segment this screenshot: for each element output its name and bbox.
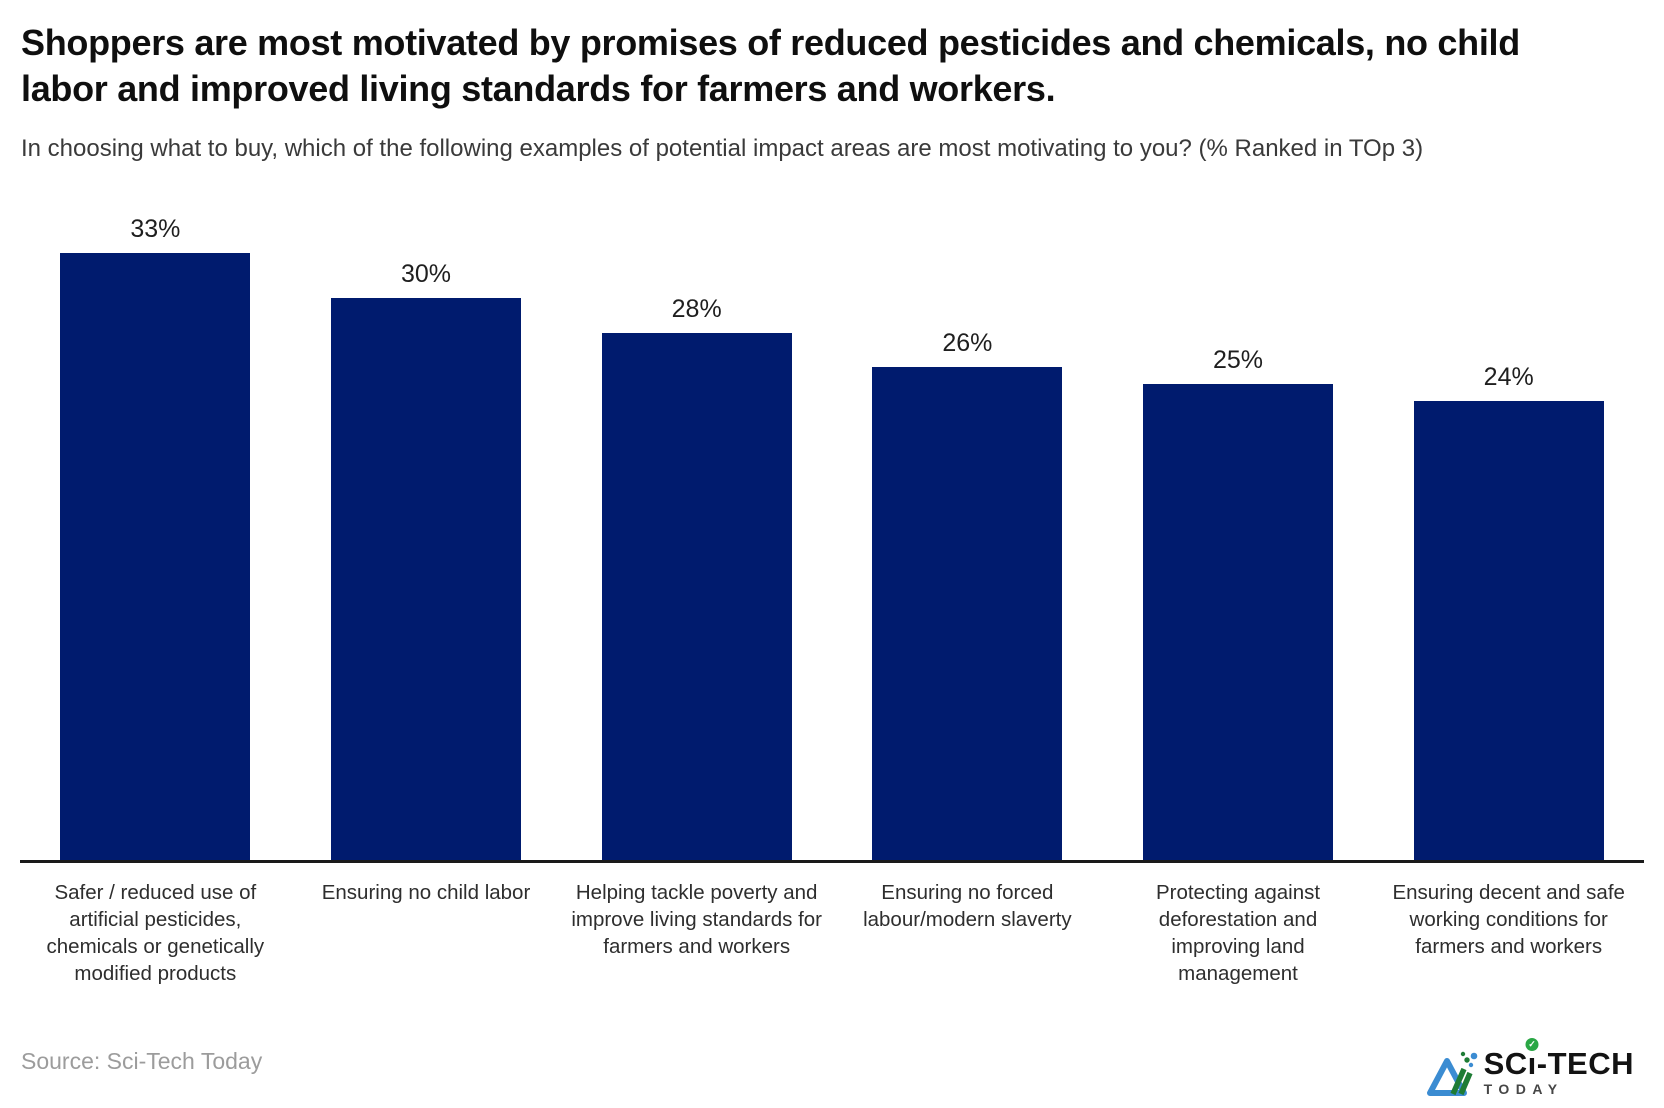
- bar-value-label: 30%: [400, 260, 452, 288]
- logo-text-today: TODAY: [1483, 1081, 1564, 1097]
- bar: [331, 298, 521, 860]
- bar-value-label: 25%: [1213, 346, 1264, 374]
- logo-text: SC ı ✓ -TECH TODAY: [1483, 1038, 1634, 1097]
- bar-column: 28%: [561, 215, 832, 860]
- bar: [601, 333, 792, 860]
- bar-column: 26%: [832, 215, 1103, 860]
- category-label: Ensuring no forced labour/modern slavert…: [863, 881, 1072, 932]
- category-label: Safer / reduced use of artificial pestic…: [46, 881, 265, 986]
- bar: [60, 253, 251, 860]
- source-note: Source: Sci-Tech Today: [21, 1048, 263, 1074]
- chart-title: Shoppers are most motivated by promises …: [21, 22, 1520, 110]
- category-label: Protecting against deforestation and imp…: [1155, 881, 1321, 986]
- bar-column: 30%: [291, 215, 562, 860]
- bar: [872, 367, 1063, 860]
- logo-text-tech: -TECH: [1536, 1046, 1634, 1081]
- bar-value-label: 24%: [1483, 363, 1534, 391]
- category-label: Ensuring decent and safe working conditi…: [1392, 881, 1625, 959]
- logo-wordmark: SC ı ✓ -TECH: [1483, 1038, 1634, 1081]
- logo-i-stem: ı: [1527, 1046, 1537, 1081]
- bar-value-label: 28%: [671, 295, 722, 323]
- bar-column: 33%: [20, 215, 291, 860]
- bar-column: 25%: [1103, 215, 1374, 860]
- logo-letter-i: ı ✓: [1525, 1038, 1539, 1081]
- bar-chart-plot: 33% 30% 28% 26% 25% 24%: [20, 215, 1644, 863]
- logo-text-sc: SC: [1483, 1046, 1528, 1081]
- category-label: Helping tackle poverty and improve livin…: [571, 881, 822, 959]
- bar: [1413, 401, 1604, 860]
- bar-chart: 33% 30% 28% 26% 25% 24% Safer / reduced use o…: [20, 215, 1644, 987]
- sci-tech-today-logo: SC ı ✓ -TECH TODAY: [1426, 1038, 1634, 1097]
- bar: [1143, 384, 1334, 860]
- bar-value-label: 33%: [130, 215, 181, 243]
- chart-subtitle: In choosing what to buy, which of the fo…: [21, 135, 1424, 162]
- bar-chart-category-labels: Safer / reduced use of artificial pestic…: [20, 863, 1644, 987]
- check-icon: ✓: [1525, 1038, 1539, 1051]
- bar-column: 24%: [1373, 215, 1644, 860]
- bar-value-label: 26%: [942, 329, 993, 357]
- category-label: Ensuring no child labor: [321, 881, 531, 904]
- mountain-flask-icon: [1426, 1051, 1477, 1096]
